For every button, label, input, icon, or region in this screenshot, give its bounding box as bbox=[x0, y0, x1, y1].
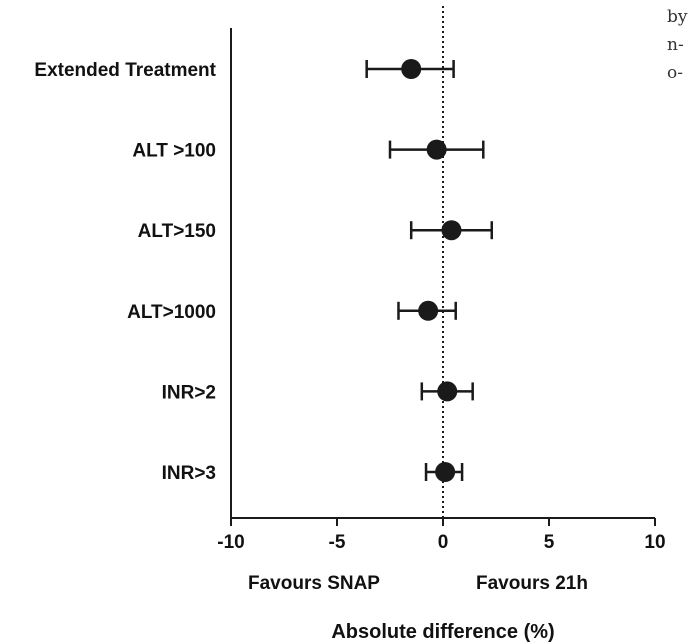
point-estimate bbox=[401, 59, 421, 79]
x-axis-ticks: -10 -5 0 5 10 bbox=[217, 518, 665, 553]
margin-text-line: by bbox=[667, 7, 688, 27]
point-estimate bbox=[427, 140, 447, 160]
forest-row: ALT >100 bbox=[132, 140, 483, 162]
category-label: ALT>1000 bbox=[127, 302, 216, 323]
point-estimate bbox=[418, 301, 438, 321]
point-estimate bbox=[441, 220, 461, 240]
forest-row: INR>3 bbox=[162, 462, 462, 484]
forest-row: ALT>150 bbox=[138, 220, 492, 242]
point-estimate bbox=[437, 381, 457, 401]
favours-left-label: Favours SNAP bbox=[248, 573, 380, 594]
category-label: INR>2 bbox=[162, 382, 216, 403]
forest-rows: Extended Treatment ALT >100 ALT>150 ALT>100… bbox=[34, 59, 491, 484]
favours-right-label: Favours 21h bbox=[476, 573, 588, 594]
x-tick-label: 0 bbox=[438, 532, 449, 553]
margin-text-line: n- bbox=[667, 35, 684, 55]
forest-row: ALT>1000 bbox=[127, 301, 456, 323]
margin-text-line: o- bbox=[667, 63, 683, 83]
x-tick-label: 10 bbox=[644, 532, 665, 553]
category-label: ALT >100 bbox=[132, 141, 216, 162]
point-estimate bbox=[435, 462, 455, 482]
category-label: ALT>150 bbox=[138, 221, 216, 242]
margin-text-group: by n- o- bbox=[667, 7, 688, 83]
x-tick-label: 5 bbox=[544, 532, 555, 553]
forest-row: INR>2 bbox=[162, 381, 473, 403]
x-axis-title: Absolute difference (%) bbox=[331, 621, 554, 643]
category-label: INR>3 bbox=[162, 463, 216, 484]
x-tick-label: -5 bbox=[329, 532, 346, 553]
category-label: Extended Treatment bbox=[34, 60, 216, 81]
x-tick-label: -10 bbox=[217, 532, 244, 553]
forest-row: Extended Treatment bbox=[34, 59, 453, 81]
